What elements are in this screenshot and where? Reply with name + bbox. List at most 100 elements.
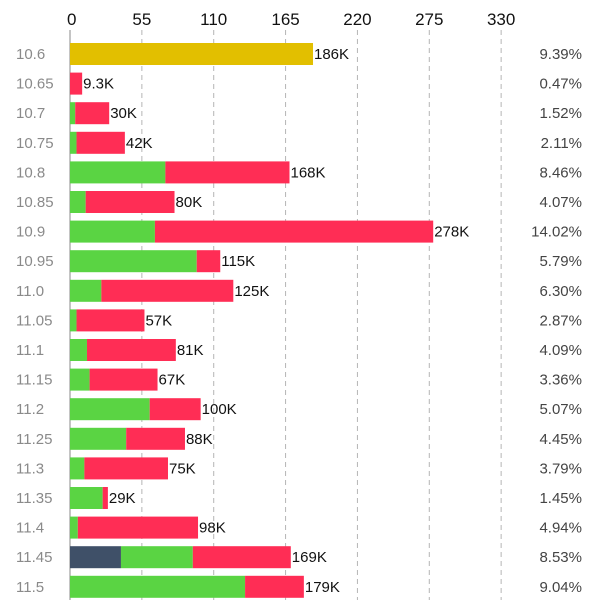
bar-segment bbox=[70, 250, 197, 273]
bar-segment bbox=[70, 427, 127, 450]
bar-segment bbox=[70, 191, 86, 213]
bar-segment bbox=[85, 191, 175, 213]
value-label: 67K bbox=[159, 372, 186, 389]
bar-row: 10.7 30K 1.52% bbox=[16, 102, 582, 125]
value-label: 169K bbox=[292, 549, 327, 566]
bar-segment bbox=[70, 279, 102, 302]
row-label: 10.7 bbox=[16, 105, 45, 122]
bar-segment bbox=[70, 516, 78, 539]
row-label: 11.05 bbox=[16, 312, 52, 329]
bar-row: 11.1 81K 4.09% bbox=[16, 339, 582, 361]
percent-label: 4.09% bbox=[539, 342, 582, 359]
bar-segment bbox=[149, 398, 201, 421]
x-tick-label: 220 bbox=[343, 10, 371, 29]
row-label: 11.1 bbox=[16, 342, 44, 359]
x-tick-label: 55 bbox=[132, 10, 151, 29]
bar-row: 11.4 98K 4.94% bbox=[16, 516, 582, 539]
value-label: 42K bbox=[126, 135, 153, 152]
row-label: 11.35 bbox=[16, 490, 52, 507]
bar-segment bbox=[70, 309, 77, 332]
row-label: 11.2 bbox=[16, 401, 44, 418]
bar-segment bbox=[245, 575, 304, 598]
percent-label: 8.46% bbox=[539, 164, 582, 181]
value-label: 278K bbox=[434, 224, 469, 241]
bar-segment bbox=[86, 339, 176, 361]
bar-segment bbox=[70, 131, 77, 154]
x-axis-ticks: 0 55 110 165 220 275 330 bbox=[67, 10, 515, 29]
percent-label: 9.39% bbox=[539, 46, 582, 63]
x-tick-label: 110 bbox=[200, 10, 227, 29]
bar-row: 10.6 186K 9.39% bbox=[16, 43, 582, 65]
bar-segment bbox=[76, 131, 125, 154]
row-label: 10.95 bbox=[16, 253, 54, 270]
row-label: 10.9 bbox=[16, 224, 45, 241]
bar-segment bbox=[70, 72, 83, 95]
bar-segment bbox=[102, 487, 108, 509]
bar-segment bbox=[70, 102, 76, 125]
bar-row: 11.35 29K 1.45% bbox=[16, 487, 582, 509]
percent-label: 9.04% bbox=[539, 579, 582, 596]
row-label: 10.6 bbox=[16, 46, 45, 63]
bar-row: 11.05 57K 2.87% bbox=[16, 309, 582, 332]
row-label: 10.85 bbox=[16, 194, 54, 211]
percent-label: 6.30% bbox=[539, 283, 582, 300]
bar-row: 10.85 80K 4.07% bbox=[16, 191, 582, 213]
bar-segment bbox=[196, 250, 221, 273]
bar-segment bbox=[70, 457, 85, 480]
value-label: 29K bbox=[109, 490, 136, 507]
percent-label: 4.45% bbox=[539, 431, 582, 448]
bar-segment bbox=[165, 161, 290, 184]
value-label: 80K bbox=[176, 194, 203, 211]
bar-row: 11.0 125K 6.30% bbox=[16, 279, 582, 302]
bar-segment bbox=[70, 398, 150, 421]
value-label: 179K bbox=[305, 579, 340, 596]
bar-segment bbox=[75, 102, 110, 125]
value-label: 81K bbox=[177, 342, 204, 359]
row-label: 10.65 bbox=[16, 76, 54, 93]
bar-segment bbox=[70, 575, 246, 598]
bar-segment bbox=[84, 457, 168, 480]
bar-row: 11.45 169K 8.53% bbox=[16, 546, 582, 569]
bar-rows: 10.6 186K 9.39%10.65 9.3K 0.47%10.7 30K 1.52%1… bbox=[16, 43, 582, 598]
bar-row: 11.5 179K 9.04% bbox=[16, 575, 582, 598]
bar-row: 10.95 115K 5.79% bbox=[16, 250, 582, 273]
bar-segment bbox=[70, 43, 314, 65]
value-label: 186K bbox=[314, 46, 349, 63]
row-label: 10.8 bbox=[16, 164, 45, 181]
bar-row: 10.65 9.3K 0.47% bbox=[16, 72, 582, 95]
value-label: 30K bbox=[110, 105, 137, 122]
percent-label: 14.02% bbox=[531, 224, 582, 241]
row-label: 11.5 bbox=[16, 579, 44, 596]
x-tick-label: 275 bbox=[415, 10, 443, 29]
percent-label: 1.52% bbox=[539, 105, 582, 122]
bar-segment bbox=[89, 368, 158, 391]
bar-segment bbox=[154, 220, 434, 243]
bar-segment bbox=[76, 309, 145, 332]
percent-label: 3.36% bbox=[539, 372, 582, 389]
value-label: 100K bbox=[202, 401, 237, 418]
row-label: 11.45 bbox=[16, 549, 52, 566]
value-label: 9.3K bbox=[83, 76, 114, 93]
bar-segment bbox=[126, 427, 185, 450]
x-tick-label: 330 bbox=[487, 10, 515, 29]
bar-row: 11.15 67K 3.36% bbox=[16, 368, 582, 391]
value-label: 88K bbox=[186, 431, 213, 448]
bar-segment bbox=[70, 161, 166, 184]
percent-label: 2.87% bbox=[539, 312, 582, 329]
row-label: 11.3 bbox=[16, 460, 44, 477]
bar-segment bbox=[120, 546, 193, 569]
bar-segment bbox=[101, 279, 234, 302]
bar-row: 10.9 278K 14.02% bbox=[16, 220, 582, 243]
bar-segment bbox=[70, 368, 90, 391]
bar-row: 11.25 88K 4.45% bbox=[16, 427, 582, 450]
value-label: 98K bbox=[199, 520, 226, 537]
bar-segment bbox=[70, 487, 103, 509]
bar-segment bbox=[70, 220, 155, 243]
row-label: 10.75 bbox=[16, 135, 54, 152]
value-label: 115K bbox=[221, 253, 255, 270]
row-label: 11.0 bbox=[16, 283, 44, 300]
percent-label: 1.45% bbox=[539, 490, 582, 507]
percent-label: 4.94% bbox=[539, 520, 582, 537]
percent-label: 2.11% bbox=[541, 135, 582, 152]
